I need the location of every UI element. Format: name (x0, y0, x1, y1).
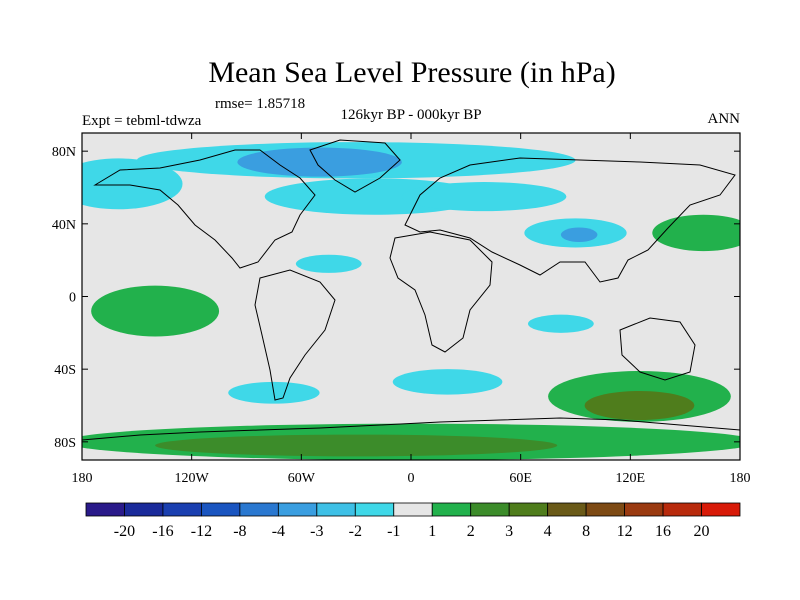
x-tick-label: 180 (72, 471, 93, 486)
experiment-label: Expt = tebml-tdwza (82, 113, 202, 129)
colorbar-swatch (547, 502, 587, 517)
region-tropical-atlantic-negative (295, 254, 362, 273)
colorbar-label: 16 (655, 523, 671, 540)
colorbar-swatch (662, 502, 702, 517)
region-north-pacific-negative (82, 158, 183, 210)
colorbar-swatch (277, 502, 318, 517)
y-tick-label: 80N (52, 145, 76, 160)
map-panel: 180 120W 60W 0 60E 120E 180 80N 40N 0 40S 80S (52, 132, 751, 486)
x-tick-label: 120E (616, 471, 646, 486)
region-south-atlantic-negative (392, 369, 503, 395)
colorbar-label: -4 (272, 523, 285, 540)
colorbar-swatch (701, 502, 741, 517)
y-tick-label: 80S (54, 436, 76, 451)
coast-eurasia (404, 157, 736, 283)
colorbar-swatch (624, 502, 664, 517)
colorbar-label: -1 (387, 523, 400, 540)
colorbar-swatch (162, 502, 202, 517)
y-axis: 80N 40N 0 40S 80S (52, 145, 740, 451)
x-tick-label: 60E (509, 471, 532, 486)
colorbar-label: 2 (467, 523, 475, 540)
region-north-pacific-positive (652, 214, 740, 252)
coast-greenland (309, 139, 401, 193)
y-tick-label: 40N (52, 218, 76, 233)
colorbar-label: -3 (310, 523, 323, 540)
colorbar: -20 -16 -12 -8 -4 -3 -2 -1 1 2 3 4 8 12 16 20 (85, 502, 741, 540)
rmse-label: rmse= 1.85718 (215, 96, 305, 112)
colorbar-swatch (585, 502, 625, 517)
region-central-pacific-positive (91, 285, 220, 337)
colorbar-swatch (85, 502, 125, 517)
colorbar-swatch (124, 502, 164, 517)
colorbar-swatch (354, 502, 395, 517)
colorbar-label: 1 (428, 523, 436, 540)
x-tick-label: 0 (408, 471, 415, 486)
colorbar-label: -8 (233, 523, 246, 540)
colorbar-label: 3 (505, 523, 513, 540)
colorbar-label: -12 (191, 523, 212, 540)
x-tick-label: 120W (175, 471, 210, 486)
coastlines (82, 139, 740, 441)
season-label: ANN (708, 111, 741, 127)
coast-africa (389, 231, 493, 353)
region-australia-south-core (584, 390, 695, 421)
colorbar-swatch (431, 502, 472, 517)
chart-title: Mean Sea Level Pressure (in hPa) (208, 56, 615, 89)
colorbar-label: 20 (694, 523, 710, 540)
coast-south-america (254, 269, 336, 401)
coast-antarctica (82, 417, 740, 441)
region-tibet-core (560, 227, 598, 242)
region-indian-ocean-negative (527, 314, 594, 333)
coast-north-america (93, 149, 316, 269)
colorbar-label: -20 (114, 523, 135, 540)
colorbar-label: -2 (349, 523, 362, 540)
x-tick-label: 60W (288, 471, 316, 486)
region-antarctic-core (155, 434, 558, 457)
colorbar-swatch (239, 502, 279, 517)
y-tick-label: 0 (69, 291, 76, 306)
colorbar-label: -16 (152, 523, 173, 540)
subtitle: 126kyr BP - 000kyr BP (340, 107, 481, 123)
region-greenland-low (237, 147, 402, 177)
colorbar-label: 8 (582, 523, 590, 540)
colorbar-swatch (470, 502, 510, 517)
colorbar-label: 12 (617, 523, 633, 540)
colorbar-swatch (316, 502, 356, 517)
colorbar-swatch (393, 502, 433, 517)
region-europe-negative (401, 182, 567, 212)
colorbar-swatch (508, 502, 549, 517)
y-tick-label: 40S (54, 363, 76, 378)
colorbar-label: 4 (544, 523, 552, 540)
anomaly-regions (82, 142, 740, 460)
x-axis: 180 120W 60W 0 60E 120E 180 (72, 133, 751, 486)
colorbar-swatch (201, 502, 241, 517)
coast-australia (619, 317, 696, 381)
x-tick-label: 180 (730, 471, 751, 486)
